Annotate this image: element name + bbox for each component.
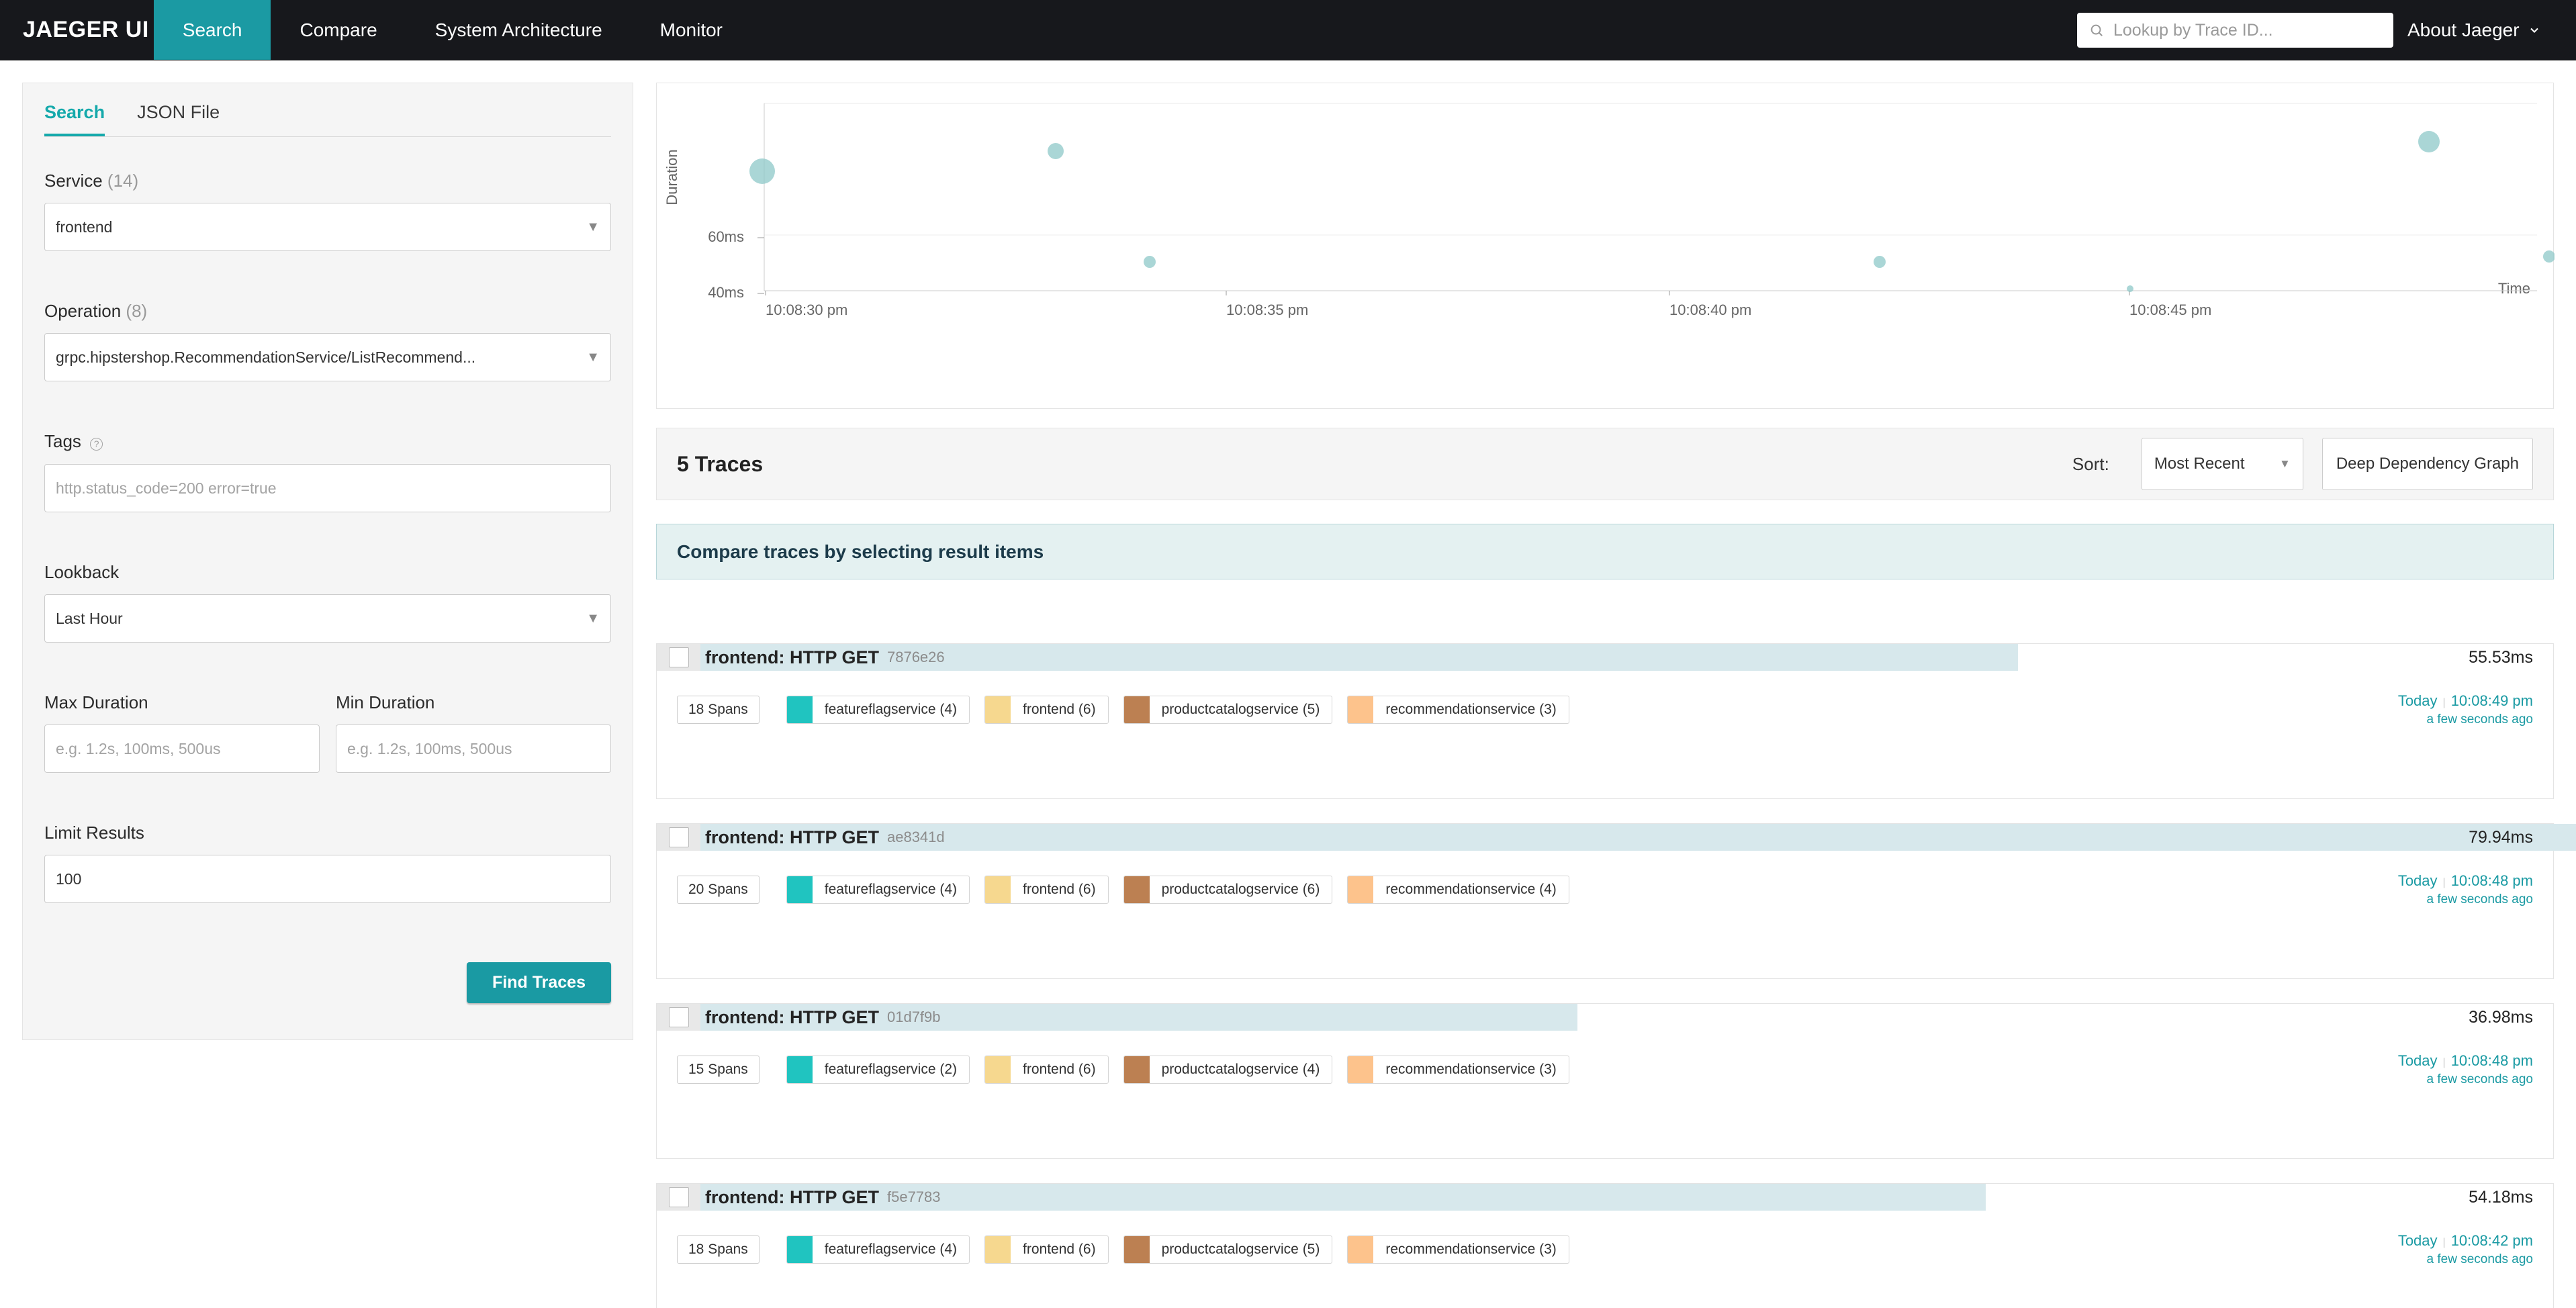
svg-text:60ms: 60ms: [708, 228, 744, 245]
svg-text:Time: Time: [2498, 280, 2530, 297]
svg-text:10:08:40 pm: 10:08:40 pm: [1669, 301, 1751, 318]
svg-text:Duration: Duration: [663, 149, 680, 205]
svg-text:10:08:45 pm: 10:08:45 pm: [2129, 301, 2211, 318]
svg-text:10:08:30 pm: 10:08:30 pm: [766, 301, 847, 318]
svg-text:40ms: 40ms: [708, 284, 744, 301]
svg-text:10:08:35 pm: 10:08:35 pm: [1226, 301, 1308, 318]
